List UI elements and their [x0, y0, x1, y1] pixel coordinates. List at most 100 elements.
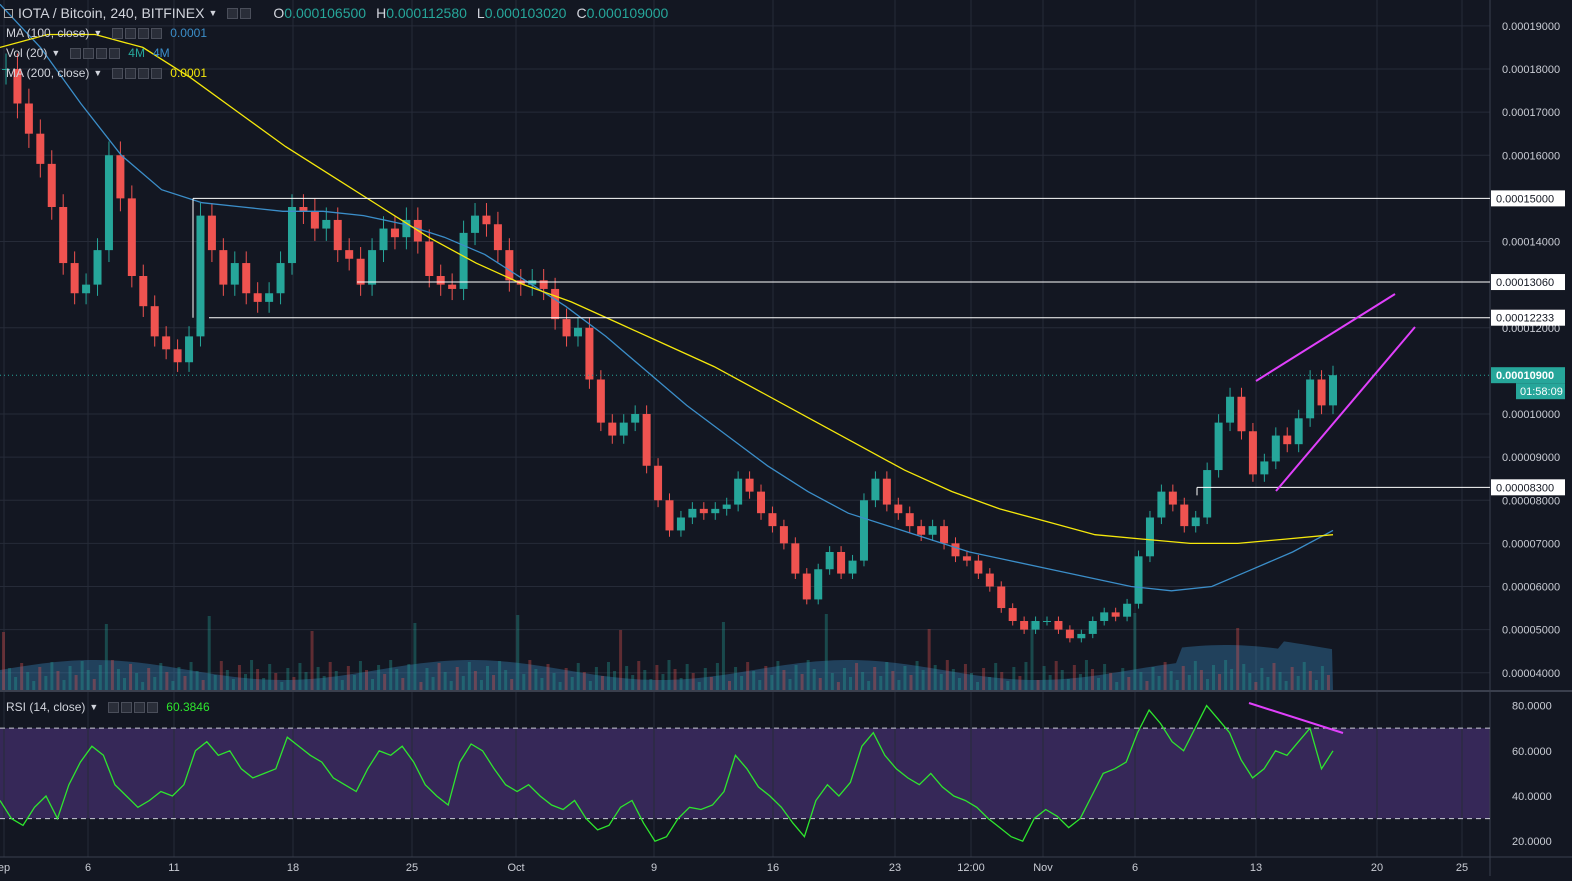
close-icon[interactable]: [147, 701, 159, 713]
volume-bar: [673, 669, 677, 690]
volume-bar: [982, 668, 986, 690]
chevron-down-icon[interactable]: ▼: [93, 28, 103, 38]
candle-body: [1100, 612, 1109, 621]
volume-bar: [619, 630, 623, 690]
rsi-axis-tick: 60.0000: [1512, 746, 1552, 758]
indicator-label[interactable]: MA (200, close): [6, 66, 90, 80]
candle-body: [1237, 396, 1246, 432]
add-icon[interactable]: [96, 47, 108, 59]
eye-icon[interactable]: [112, 67, 124, 79]
volume-bar: [159, 663, 163, 690]
countdown-box: [1516, 383, 1565, 400]
volume-bar: [479, 680, 483, 690]
chevron-down-icon[interactable]: ▼: [208, 8, 218, 18]
volume-bar: [806, 660, 810, 690]
add-icon[interactable]: [138, 67, 150, 79]
candle-body: [93, 250, 102, 285]
volume-bar: [346, 666, 350, 690]
close-icon[interactable]: [151, 27, 163, 39]
settings-icon[interactable]: [125, 27, 137, 39]
candle-body: [471, 215, 480, 233]
eye-icon[interactable]: [70, 47, 82, 59]
candle-body: [150, 306, 159, 337]
collapse-icon[interactable]: [4, 8, 13, 18]
candle-body: [791, 543, 800, 574]
price-axis-tick: 0.00019000: [1502, 21, 1560, 33]
volume-bar: [32, 681, 36, 690]
volume-bar: [903, 666, 907, 690]
candle-body: [1043, 621, 1052, 622]
volume-bar: [1097, 678, 1101, 690]
volume-bar: [328, 662, 332, 690]
symbol-title[interactable]: IOTA / Bitcoin, 240, BITFINEX: [18, 5, 205, 21]
volume-bar: [836, 682, 840, 690]
volume-bar: [1157, 676, 1161, 690]
chevron-down-icon[interactable]: ▼: [51, 48, 61, 58]
ohlc-key-o: O: [273, 5, 285, 21]
indicator-label[interactable]: Vol (20): [6, 46, 48, 60]
volume-bar: [358, 661, 362, 690]
volume-bar: [582, 672, 586, 690]
price-axis-tick: 0.00004000: [1502, 668, 1560, 680]
volume-bar: [425, 668, 429, 690]
candle-body: [287, 207, 296, 264]
add-icon[interactable]: [138, 27, 150, 39]
settings-icon[interactable]: [125, 67, 137, 79]
volume-bar: [1181, 666, 1185, 690]
volume-bar: [1175, 680, 1179, 690]
volume-bar: [1151, 667, 1155, 690]
volume-bar: [389, 660, 393, 690]
volume-bar: [256, 669, 260, 690]
ohlc-value-l: 0.000103020: [484, 5, 567, 21]
candle-body: [745, 478, 754, 492]
candle-body: [1008, 608, 1017, 621]
candle-body: [562, 319, 571, 337]
volume-bar: [1060, 670, 1064, 690]
volume-bar: [1254, 682, 1258, 690]
volume-bar: [752, 671, 756, 690]
rsi-label[interactable]: RSI (14, close): [6, 700, 86, 714]
volume-bar: [98, 665, 102, 690]
volume-bar: [340, 680, 344, 690]
volume-bar: [661, 674, 665, 690]
close-icon[interactable]: [151, 67, 163, 79]
candle-body: [573, 327, 582, 337]
price-axis-tick: 0.00009000: [1502, 452, 1560, 464]
volume-bar: [788, 679, 792, 690]
volume-bar: [449, 681, 453, 690]
candle-body: [802, 573, 811, 600]
time-axis-tick: 6: [1132, 862, 1138, 874]
chevron-down-icon[interactable]: ▼: [93, 68, 103, 78]
volume-bar: [80, 661, 84, 690]
volume-bar: [455, 667, 459, 690]
volume-bar: [867, 681, 871, 690]
close-icon[interactable]: [109, 47, 121, 59]
volume-bar: [830, 673, 834, 690]
eye-icon[interactable]: [240, 7, 252, 19]
volume-bar: [842, 668, 846, 690]
indicator-label[interactable]: MA (100, close): [6, 26, 90, 40]
ohlc-value-o: 0.000106500: [284, 5, 367, 21]
volume-bar: [1006, 681, 1010, 690]
settings-icon[interactable]: [227, 7, 239, 19]
indicator-value: 4M: [128, 46, 145, 60]
settings-icon[interactable]: [83, 47, 95, 59]
volume-bar: [250, 660, 254, 690]
volume-bar: [171, 681, 175, 690]
candle-body: [1294, 418, 1303, 445]
volume-bar: [498, 661, 502, 690]
chevron-down-icon[interactable]: ▼: [89, 702, 99, 712]
candle-body: [1077, 633, 1086, 639]
candle-body: [276, 263, 285, 294]
candle-body: [356, 258, 365, 285]
symbol-legend: IOTA / Bitcoin, 240, BITFINEX ▼ O0.00010…: [0, 4, 678, 22]
eye-icon[interactable]: [108, 701, 120, 713]
add-icon[interactable]: [134, 701, 146, 713]
candle-body: [917, 526, 926, 535]
eye-icon[interactable]: [112, 27, 124, 39]
rsi-axis-tick: 20.0000: [1512, 836, 1552, 848]
volume-bar: [643, 670, 647, 690]
settings-icon[interactable]: [121, 701, 133, 713]
